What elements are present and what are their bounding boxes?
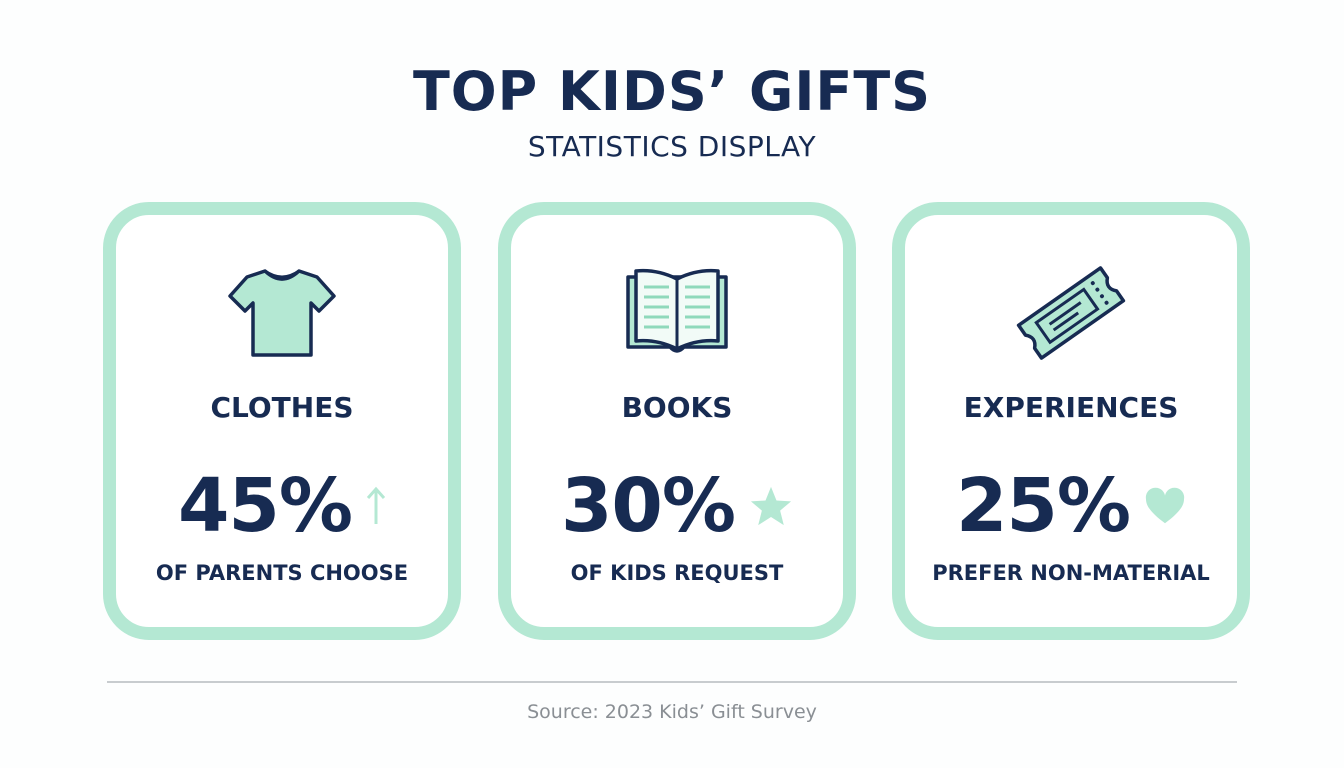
stat-card-experiences: EXPERIENCES 25% PREFER NON-MATERIAL	[892, 202, 1250, 640]
page-subtitle: STATISTICS DISPLAY	[527, 130, 817, 163]
star-icon	[750, 486, 792, 526]
card-value: 45%	[177, 463, 353, 549]
divider	[107, 681, 1237, 683]
open-book-icon	[511, 263, 843, 363]
t-shirt-icon	[116, 263, 448, 363]
arrow-up-icon	[366, 486, 386, 524]
card-value: 25%	[955, 463, 1131, 549]
source-note: Source: 2023 Kids’ Gift Survey	[527, 701, 817, 723]
stat-card-books: BOOKS 30% OF KIDS REQUEST	[498, 202, 856, 640]
heart-icon	[1145, 487, 1185, 524]
card-caption: OF PARENTS CHOOSE	[155, 561, 409, 585]
stat-card-clothes: CLOTHES 45% OF PARENTS CHOOSE	[103, 202, 461, 640]
ticket-icon	[905, 263, 1237, 363]
card-label: BOOKS	[621, 391, 733, 424]
card-caption: OF KIDS REQUEST	[570, 561, 784, 585]
card-value: 30%	[560, 463, 736, 549]
card-label: CLOTHES	[210, 391, 354, 424]
page-title: TOP KIDS’ GIFTS	[412, 60, 932, 123]
card-label: EXPERIENCES	[963, 391, 1179, 424]
card-caption: PREFER NON-MATERIAL	[932, 561, 1210, 585]
